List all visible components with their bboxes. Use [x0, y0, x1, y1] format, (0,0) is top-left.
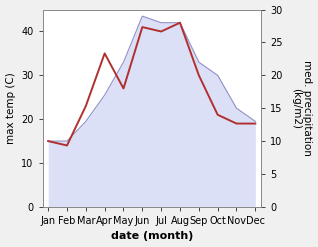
X-axis label: date (month): date (month)	[111, 231, 193, 242]
Y-axis label: max temp (C): max temp (C)	[5, 72, 16, 144]
Y-axis label: med. precipitation
(kg/m2): med. precipitation (kg/m2)	[291, 60, 313, 156]
